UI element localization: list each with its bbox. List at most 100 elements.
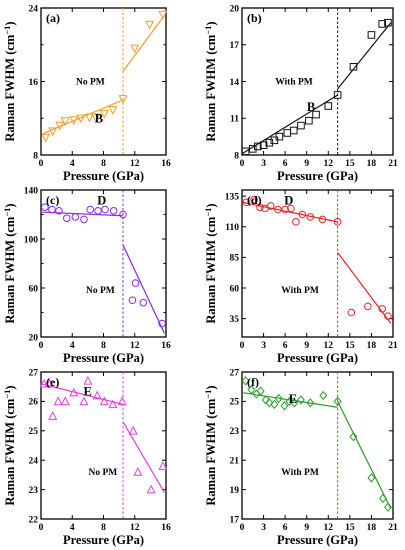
chart-panel-d: 0 3 6 9 12 15 18 21 35 60 85 110 135 (d) With PM D Press… bbox=[203, 189, 398, 365]
data-point bbox=[312, 110, 320, 119]
data-point bbox=[250, 196, 259, 204]
data-point bbox=[241, 147, 250, 156]
data-point bbox=[290, 398, 299, 408]
data-point bbox=[297, 395, 305, 405]
x-tick-label: 21 bbox=[388, 523, 398, 533]
y-tick-label: 27 bbox=[29, 368, 39, 378]
data-point bbox=[69, 116, 79, 126]
y-tick-label: 24 bbox=[29, 457, 39, 467]
y-tick-label: 35 bbox=[230, 315, 240, 325]
fit-line bbox=[337, 252, 392, 324]
data-point bbox=[287, 204, 295, 213]
data-point bbox=[158, 10, 168, 20]
y-tick-label: 19 bbox=[230, 486, 240, 496]
plot-frame bbox=[241, 7, 394, 156]
medium-annotation: No PM bbox=[76, 77, 105, 87]
data-point bbox=[384, 502, 392, 512]
data-point bbox=[333, 91, 342, 99]
mode-label: D bbox=[97, 194, 106, 208]
data-point bbox=[285, 396, 294, 407]
data-point bbox=[94, 207, 102, 215]
fit-line bbox=[40, 383, 124, 405]
y-tick-label: 60 bbox=[230, 284, 240, 294]
data-point bbox=[41, 133, 51, 143]
data-point bbox=[39, 378, 49, 388]
y-axis-label: Raman FWHM (cm−1) bbox=[203, 21, 218, 141]
y-tick-label: 14 bbox=[230, 78, 240, 88]
data-point bbox=[158, 319, 166, 328]
x-tick-label: 18 bbox=[367, 341, 377, 351]
data-point bbox=[109, 207, 118, 215]
panel-label: (d) bbox=[247, 193, 262, 207]
plot-frame bbox=[241, 371, 394, 520]
data-point bbox=[347, 308, 356, 317]
data-point bbox=[62, 214, 71, 222]
data-point bbox=[84, 113, 94, 123]
x-tick-label: 8 bbox=[101, 523, 106, 533]
x-tick-label: 4 bbox=[70, 341, 75, 351]
x-tick-label: 6 bbox=[283, 341, 288, 351]
data-point bbox=[281, 205, 289, 214]
chart-panel-c: 0 4 8 12 16 20 60 100 140 (c) No PM D Pressure (GPa)… bbox=[2, 186, 171, 365]
data-point bbox=[119, 210, 127, 219]
x-axis-label: Pressure (GPa) bbox=[63, 351, 144, 365]
data-point bbox=[60, 117, 70, 127]
data-point bbox=[45, 378, 55, 388]
plot-frame bbox=[241, 189, 394, 338]
mode-label: E bbox=[84, 385, 92, 399]
data-point bbox=[292, 218, 300, 226]
y-tick-label: 20 bbox=[29, 333, 39, 343]
mode-label: E bbox=[289, 392, 297, 406]
x-tick-label: 0 bbox=[240, 159, 245, 169]
data-point bbox=[349, 432, 358, 442]
x-tick-label: 12 bbox=[130, 341, 140, 351]
data-point bbox=[297, 121, 305, 130]
y-tick-label: 110 bbox=[225, 223, 239, 233]
plot-frame bbox=[40, 371, 167, 520]
data-point bbox=[128, 296, 137, 305]
data-point bbox=[92, 390, 102, 400]
data-point bbox=[306, 213, 315, 221]
x-tick-label: 12 bbox=[324, 341, 334, 351]
panel-label: (c) bbox=[46, 193, 59, 207]
data-point bbox=[367, 473, 376, 483]
x-tick-label: 3 bbox=[261, 341, 266, 351]
x-tick-label: 16 bbox=[161, 523, 171, 533]
data-point bbox=[280, 401, 289, 411]
x-tick-label: 12 bbox=[324, 523, 334, 533]
y-tick-label: 20 bbox=[230, 4, 240, 14]
y-axis-label: Raman FWHM (cm−1) bbox=[2, 21, 17, 141]
data-point bbox=[48, 127, 58, 137]
y-axis-label: Raman FWHM (cm−1) bbox=[2, 203, 17, 323]
fit-line bbox=[337, 22, 392, 90]
y-tick-label: 24 bbox=[29, 4, 39, 14]
data-point bbox=[364, 302, 372, 311]
chart-panel-e: 0 4 8 12 16 22 23 24 25 26 27 (e) No PM E Pressure (GP… bbox=[2, 368, 171, 547]
data-point bbox=[128, 425, 138, 435]
data-point bbox=[139, 298, 148, 307]
data-point bbox=[55, 121, 65, 131]
mode-label: D bbox=[284, 194, 293, 208]
y-tick-label: 25 bbox=[29, 427, 39, 437]
data-point bbox=[384, 312, 392, 320]
data-point bbox=[274, 393, 283, 404]
y-tick-label: 16 bbox=[29, 78, 39, 88]
data-point bbox=[80, 215, 88, 224]
chart-panel-a: 0 4 8 12 16 8 16 24 (a) No PM B Pressure (GPa) Raman… bbox=[2, 4, 171, 183]
y-tick-label: 8 bbox=[234, 151, 239, 161]
fit-line bbox=[241, 201, 338, 223]
data-point bbox=[324, 102, 333, 110]
data-point bbox=[99, 396, 109, 406]
data-point bbox=[248, 145, 257, 153]
x-tick-label: 16 bbox=[161, 159, 171, 169]
y-tick-label: 85 bbox=[230, 254, 240, 264]
data-point bbox=[384, 18, 392, 27]
panel-label: (b) bbox=[247, 11, 262, 25]
data-point bbox=[265, 398, 274, 408]
data-point bbox=[333, 218, 342, 226]
x-tick-label: 12 bbox=[130, 523, 140, 533]
x-tick-label: 15 bbox=[345, 341, 355, 351]
data-point bbox=[283, 129, 292, 137]
y-tick-label: 27 bbox=[230, 368, 240, 378]
data-point bbox=[79, 396, 89, 406]
